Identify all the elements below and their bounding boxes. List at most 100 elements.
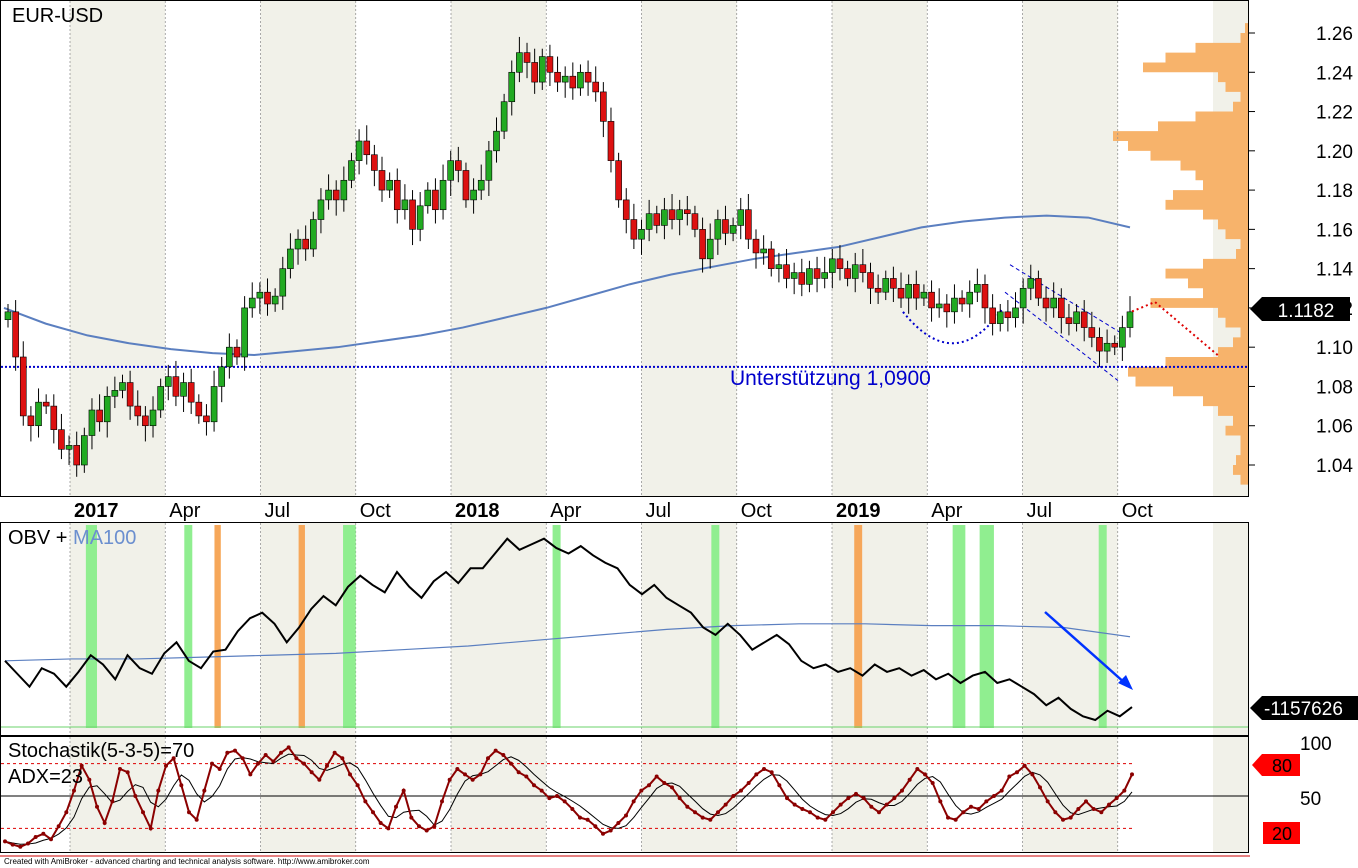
stochastic-point — [1022, 763, 1027, 768]
stochastic-point — [762, 767, 766, 771]
stochastic-point — [708, 817, 713, 822]
stochastic-point — [263, 752, 268, 757]
stochastic-point — [141, 810, 145, 815]
quarter-band — [451, 523, 547, 736]
stochastic-point — [700, 815, 705, 820]
candle-body — [569, 75, 577, 89]
candle-body — [882, 278, 890, 293]
candle-body — [1035, 278, 1042, 299]
obv-green-band — [85, 525, 97, 728]
stochastic-point — [1045, 799, 1050, 804]
candle-body — [638, 229, 645, 240]
candle-body — [378, 170, 386, 191]
price-tick-label: 1.24 — [1316, 63, 1353, 84]
x-tick-label: Apr — [169, 500, 200, 522]
stochastic-point — [309, 770, 314, 775]
candle-body — [50, 405, 58, 430]
x-tick-label: 2018 — [455, 500, 500, 522]
obv-arrow-head — [1118, 675, 1133, 690]
candle-body — [844, 268, 851, 279]
stochastic-point — [800, 806, 805, 811]
stochastic-point — [1068, 815, 1073, 820]
candle-body — [96, 409, 103, 423]
stochastic-point — [677, 796, 682, 801]
price-tick-label: 1.26 — [1316, 24, 1353, 45]
candle-body — [874, 287, 882, 293]
stochastic-point — [294, 756, 299, 761]
stochastic-panel-border — [0, 736, 1249, 853]
x-tick-label: Oct — [741, 500, 773, 522]
obv-line — [4, 537, 1133, 722]
candle-body — [409, 199, 416, 230]
stochastic-point — [378, 821, 383, 825]
candle-body — [607, 121, 615, 161]
candle-body — [538, 56, 546, 83]
candle-body — [958, 297, 966, 305]
candle-body — [592, 81, 600, 93]
adx-label: ADX=23 — [8, 766, 83, 788]
stochastic-point — [907, 777, 912, 782]
candle-body — [248, 297, 256, 309]
stochastic-point — [961, 810, 966, 815]
stochastic-point — [87, 777, 92, 782]
stochastic-point — [593, 824, 598, 829]
candle-body — [325, 189, 332, 201]
stochastic-point — [225, 750, 230, 755]
stochastic-tick-100: 100 — [1300, 734, 1332, 755]
obv-moving-average — [4, 623, 1131, 662]
candle-body — [310, 219, 317, 250]
candle-body — [836, 258, 844, 269]
quarter-band — [736, 523, 832, 736]
candle-body — [813, 268, 821, 279]
stochastic-point — [639, 788, 644, 793]
candle-body — [81, 435, 88, 466]
candle-body — [951, 297, 958, 313]
price-tick-label: 1.16 — [1316, 220, 1353, 241]
stochastic-point — [662, 781, 667, 786]
candle-body — [752, 238, 760, 254]
candle-body — [516, 52, 523, 73]
quarter-band — [832, 737, 928, 852]
stochastic-point — [3, 839, 7, 844]
candle-body — [279, 268, 287, 297]
stochastic-point — [271, 759, 276, 764]
stochastic-point — [631, 799, 636, 804]
stochastic-point — [999, 788, 1004, 793]
candle-body — [897, 287, 905, 299]
stochastic-point — [72, 788, 76, 793]
candle-body — [424, 189, 432, 207]
stochastic-point — [854, 791, 858, 796]
stochastic-point — [233, 748, 237, 753]
candle-body — [996, 311, 1004, 324]
stochastic-point — [670, 785, 674, 790]
quarter-band — [546, 523, 642, 736]
candle-body — [1111, 342, 1119, 348]
candle-body — [1027, 278, 1035, 289]
quarter-band — [1, 523, 70, 736]
candle-body — [1042, 297, 1050, 309]
quarter-band — [927, 737, 1023, 852]
candle-body — [371, 154, 378, 171]
candle-body — [195, 401, 203, 417]
stochastic-lower-tag: 20 — [1263, 822, 1300, 844]
candle-body — [661, 209, 668, 226]
stochastic-point — [317, 777, 322, 782]
stochastic-point — [440, 799, 444, 804]
stochastic-point — [217, 767, 222, 771]
candle-body — [668, 209, 676, 220]
stochastic-point — [946, 815, 950, 820]
stochastic-point — [739, 788, 743, 793]
candle-body — [302, 238, 309, 250]
stochastic-point — [325, 763, 329, 768]
quarter-band — [355, 1, 451, 496]
candle-body — [401, 199, 409, 211]
candle-body — [653, 213, 661, 226]
stochastic-point — [1007, 774, 1012, 779]
stochastic-point — [815, 815, 820, 820]
candle-body — [500, 101, 508, 132]
candle-body — [332, 189, 340, 201]
candle-body — [561, 75, 569, 83]
candle-body — [103, 395, 111, 423]
quarter-band — [832, 1, 928, 496]
